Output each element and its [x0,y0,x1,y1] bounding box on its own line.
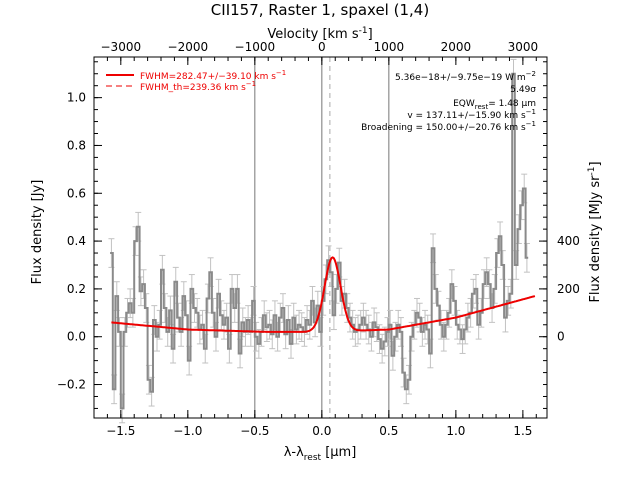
annotation-broadening: Broadening = 150.00+/−20.76 km s−1 [361,120,536,133]
legend-label-fwhm-th: FWHM_th=239.36 km s−1 [140,80,256,93]
y-tick-label: 0.2 [67,282,86,296]
top-tick-label: −3000 [101,40,142,54]
chart-title: CII157, Raster 1, spaxel (1,4) [211,1,429,19]
y-axis-label: Flux density [Jy] [30,180,45,285]
annotation-velocity: v = 137.11+/−15.90 km s−1 [407,108,536,121]
x-tick-label: −0.5 [240,424,269,438]
x-tick-label: 0.5 [379,424,398,438]
axes: −1.5 −1.0 −0.5 0.0 0.5 1.0 1.5 −0.2 0.0 0.2 0.4 0.6… [57,40,580,438]
annotation-eqw: EQWrest= 1.48 μm [453,99,536,111]
top-axis-label: Velocity [km s-1] [267,26,372,42]
y-tick-label: 1.0 [67,91,86,105]
annotation-flux: 5.36e−18+/−9.75e−19 W m−2 [395,70,536,83]
right-tick-label: 400 [557,234,580,248]
legend-label-fwhm: FWHM=282.47+/−39.10 km s−1 [140,69,286,82]
y-tick-label: 0.4 [67,234,86,248]
x-tick-label: −1.0 [173,424,202,438]
y-tick-label: 0.6 [67,186,86,200]
top-tick-label: −1000 [235,40,276,54]
top-tick-label: −2000 [168,40,209,54]
top-tick-label: 0 [318,40,326,54]
y-tick-label: −0.2 [57,378,86,392]
top-tick-label: 1000 [374,40,405,54]
fit-annotations: 5.36e−18+/−9.75e−19 W m−2 5.49σ EQWrest=… [361,70,536,133]
top-tick-label: 2000 [441,40,472,54]
top-tick-label: 3000 [508,40,539,54]
right-axis-label: Flux density [MJy sr-1] [587,161,603,302]
x-tick-label: 1.5 [513,424,532,438]
plot-frame [93,56,548,419]
y-tick-label: 0.0 [67,330,86,344]
x-tick-label: 0.0 [312,424,331,438]
right-tick-label: 200 [557,282,580,296]
x-axis-label: λ-λrest [μm] [284,445,357,463]
legend: FWHM=282.47+/−39.10 km s−1 FWHM_th=239.3… [106,69,286,93]
annotation-sigma: 5.49σ [510,85,536,95]
x-tick-label: 1.0 [446,424,465,438]
reference-lines [254,57,390,418]
fit-series [111,256,536,333]
fit-line [111,256,536,333]
right-tick-label: 0 [557,330,565,344]
x-tick-label: −1.5 [106,424,135,438]
y-tick-label: 0.8 [67,138,86,152]
